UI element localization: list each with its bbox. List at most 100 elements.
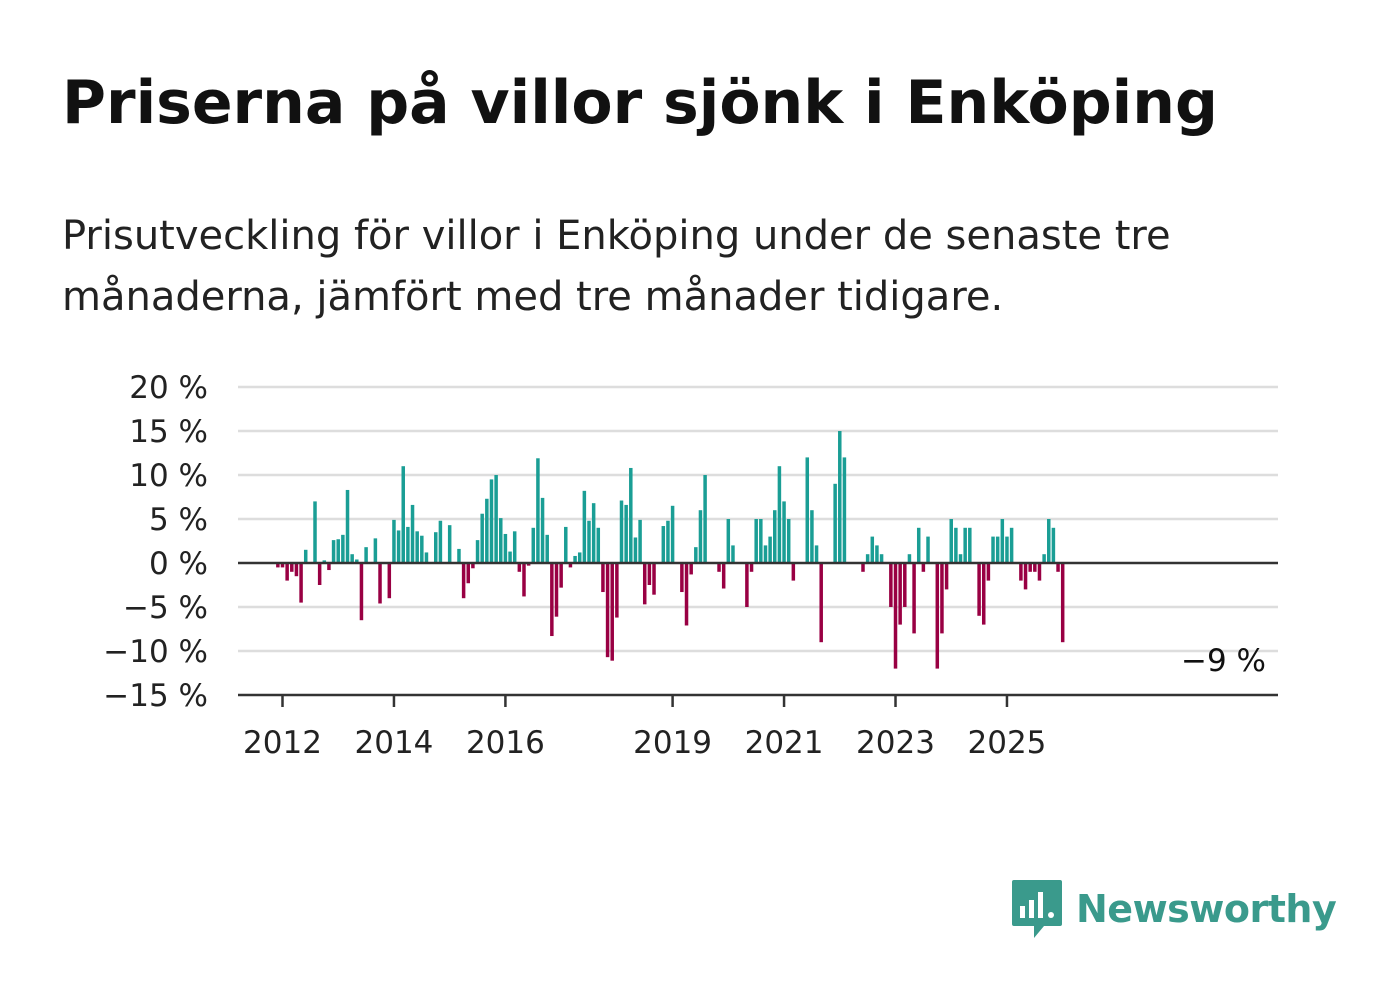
x-axis-labels: 2012 2014 2016 2019 2021 2023 2025 — [243, 725, 1046, 761]
bar — [517, 563, 522, 572]
bar — [1051, 527, 1056, 563]
bar — [624, 504, 628, 563]
bar — [629, 467, 633, 563]
bar — [587, 520, 591, 563]
x-tick-label: 2012 — [243, 725, 322, 761]
x-tick-label: 2014 — [355, 725, 434, 761]
bar — [303, 549, 308, 563]
bar — [893, 563, 898, 669]
bar — [759, 519, 763, 563]
y-axis-labels: −15 % −10 % −5 % 0 % 5 % 10 % 15 % 20 % — [103, 370, 208, 714]
bar — [545, 534, 549, 563]
bar — [461, 563, 466, 599]
bar — [317, 563, 322, 585]
bar — [1047, 519, 1051, 563]
bar — [378, 563, 382, 604]
bar — [615, 563, 619, 618]
bar — [870, 536, 875, 563]
bar — [814, 545, 819, 563]
bar — [879, 554, 884, 563]
bar — [995, 536, 1000, 563]
bar — [1037, 563, 1042, 581]
bar — [610, 563, 614, 661]
bar — [327, 563, 331, 571]
bar — [554, 563, 559, 617]
bar — [285, 563, 289, 581]
bar — [540, 497, 545, 563]
bar — [670, 505, 675, 563]
bar — [684, 563, 689, 626]
bar — [968, 527, 972, 563]
bar — [355, 559, 359, 563]
chart-title: Priserna på villor sjönk i Enköping — [62, 68, 1218, 138]
bar — [1042, 554, 1046, 563]
bar — [503, 533, 508, 563]
bar — [531, 527, 536, 563]
bar — [447, 525, 452, 563]
bar — [438, 520, 443, 563]
bar — [434, 532, 438, 563]
bar — [550, 563, 554, 637]
bar — [410, 504, 415, 563]
bar — [731, 545, 735, 563]
x-tick-label: 2025 — [968, 725, 1047, 761]
y-tick-label: 5 % — [149, 502, 208, 538]
bar — [406, 526, 410, 563]
bar — [889, 563, 893, 607]
chart-subtitle: Prisutveckling för villor i Enköping und… — [62, 213, 1171, 320]
bar — [1023, 563, 1028, 590]
bar — [958, 554, 963, 563]
bar — [276, 563, 280, 568]
bar — [591, 503, 596, 563]
y-tick-label: 0 % — [149, 546, 208, 582]
y-tick-label: 10 % — [129, 458, 208, 494]
bar — [907, 554, 912, 563]
bar — [1000, 519, 1005, 563]
bar — [1009, 527, 1014, 563]
bar — [364, 547, 368, 563]
bar — [666, 520, 670, 563]
bar — [494, 475, 498, 563]
bar — [940, 563, 944, 634]
bar — [480, 513, 484, 563]
bar — [489, 479, 494, 563]
bar — [392, 519, 396, 563]
bar — [912, 563, 916, 634]
bar — [717, 563, 721, 572]
bar — [749, 563, 754, 572]
bar — [1056, 563, 1060, 572]
bar — [703, 475, 707, 563]
axes — [238, 561, 1278, 707]
y-tick-label: −5 % — [123, 590, 208, 626]
last-value-annotation: −9 % — [1181, 643, 1266, 679]
bar — [605, 563, 610, 658]
bar — [415, 531, 419, 563]
x-tick-label: 2023 — [856, 725, 935, 761]
bar — [322, 560, 327, 563]
bar — [754, 519, 758, 563]
bar — [805, 457, 810, 563]
bar — [782, 501, 786, 563]
bar — [926, 536, 930, 563]
bar — [512, 531, 517, 563]
bar — [336, 539, 340, 563]
bar — [680, 563, 684, 593]
bar — [810, 510, 814, 563]
bar — [466, 563, 471, 584]
bar — [1005, 536, 1009, 563]
bar — [401, 466, 405, 563]
bar — [596, 527, 601, 563]
bar — [313, 501, 317, 563]
bar — [526, 563, 531, 566]
bar — [986, 563, 991, 581]
bar — [1060, 563, 1065, 643]
bar — [619, 500, 624, 563]
bar — [647, 563, 652, 585]
bar — [726, 519, 731, 563]
bar — [499, 518, 503, 563]
bar — [475, 540, 480, 563]
bar — [573, 555, 577, 563]
bar — [745, 563, 749, 607]
bar — [819, 563, 823, 643]
newsworthy-logo-icon — [1012, 880, 1062, 938]
